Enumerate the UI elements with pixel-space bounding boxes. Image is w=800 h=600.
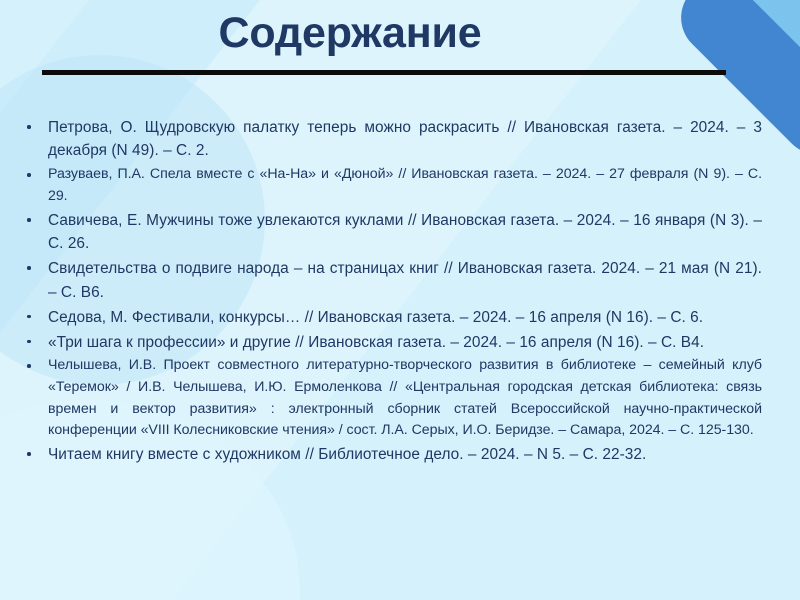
list-item: Читаем книгу вместе с художником // Библ… — [22, 443, 762, 466]
list-item: Свидетельства о подвиге народа – на стра… — [22, 257, 762, 304]
title-block: Содержание — [0, 9, 800, 57]
list-item: Петрова, О. Щудровскую палатку теперь мо… — [22, 116, 762, 163]
page-title: Содержание — [218, 9, 482, 57]
list-item: Разуваев, П.А. Спела вместе с «На-На» и … — [22, 164, 762, 207]
list-item: «Три шага к профессии» и другие // Ивано… — [22, 331, 762, 354]
list-item: Седова, М. Фестивали, конкурсы… // Ивано… — [22, 306, 762, 329]
list-item: Челышева, И.В. Проект совместного литера… — [22, 355, 762, 441]
bibliography-list: Петрова, О. Щудровскую палатку теперь мо… — [22, 116, 762, 468]
title-underline-rule — [42, 70, 726, 75]
list-item: Савичева, Е. Мужчины тоже увлекаются кук… — [22, 209, 762, 256]
